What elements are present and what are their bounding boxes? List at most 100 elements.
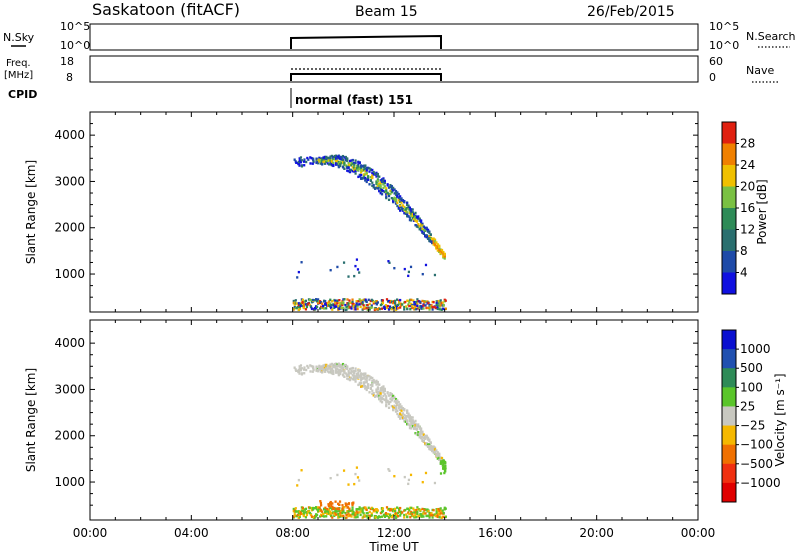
data-cell (344, 303, 347, 307)
data-cell (295, 302, 298, 305)
data-cell (336, 157, 339, 160)
colorbar-segment (722, 387, 736, 407)
data-cell (428, 447, 431, 451)
data-cell (330, 303, 333, 307)
data-cell (436, 451, 439, 454)
data-cell (385, 306, 389, 309)
data-cell (312, 158, 315, 161)
data-cell (338, 301, 341, 305)
data-cell (411, 217, 414, 220)
data-cell (302, 511, 305, 514)
freq-panel-frame (89, 55, 699, 83)
data-cell (429, 514, 432, 517)
data-cell (356, 307, 359, 311)
data-cell (300, 261, 303, 264)
data-cell (364, 298, 367, 301)
x-tick-label: 12:00 (377, 526, 412, 540)
data-cell (354, 264, 357, 268)
data-cell (361, 168, 364, 172)
data-cell (406, 202, 409, 205)
velocity-ylabel: Slant Range [km] (24, 368, 38, 472)
data-cell (343, 298, 346, 301)
power-ylabel: Slant Range [km] (24, 160, 38, 264)
data-cell (303, 164, 306, 167)
data-cell (298, 157, 301, 160)
data-cell (444, 307, 447, 310)
data-cell (333, 155, 336, 158)
data-cell (411, 513, 414, 516)
data-cell (420, 515, 423, 518)
data-cell (403, 305, 406, 309)
data-cell (422, 440, 425, 443)
data-cell (435, 511, 438, 515)
data-cell (369, 175, 373, 179)
data-cell (351, 367, 354, 370)
data-cell (416, 512, 419, 516)
data-cell (351, 503, 354, 507)
data-cell (438, 513, 441, 516)
data-cell (413, 427, 416, 430)
data-cell (399, 412, 402, 416)
data-cell (390, 395, 393, 399)
data-cell (397, 514, 400, 518)
data-cell (339, 155, 342, 159)
data-cell (403, 475, 406, 479)
data-cell (397, 400, 400, 404)
data-cell (408, 420, 412, 423)
data-cell (334, 500, 337, 503)
data-cell (323, 363, 327, 367)
data-cell (385, 190, 388, 194)
data-cell (367, 178, 370, 181)
data-cell (380, 396, 384, 400)
data-cell (346, 506, 350, 509)
data-cell (376, 175, 379, 178)
data-cell (333, 158, 336, 161)
data-cell (337, 370, 340, 373)
data-cell (435, 302, 438, 305)
data-cell (364, 375, 367, 378)
data-cell (360, 166, 363, 170)
colorbar-tick-label: 8 (740, 244, 748, 258)
data-cell (323, 370, 327, 373)
data-cell (401, 407, 405, 410)
data-cell (431, 237, 434, 240)
data-cell (438, 301, 441, 304)
data-cell (347, 169, 350, 173)
data-cell (409, 473, 413, 477)
data-cell (346, 374, 349, 378)
data-cell (424, 304, 427, 307)
data-cell (389, 397, 392, 400)
data-cell (425, 235, 428, 239)
data-cell (302, 513, 305, 516)
colorbar-segment (722, 251, 736, 273)
data-cell (293, 303, 296, 306)
data-cell (350, 168, 353, 172)
data-cell (425, 234, 428, 237)
data-cell (340, 509, 343, 513)
data-cell (438, 509, 441, 512)
colorbar-segment (722, 143, 736, 166)
data-cell (429, 238, 432, 242)
data-cell (433, 481, 437, 485)
data-cell (334, 154, 338, 157)
x-tick-label: 16:00 (478, 526, 513, 540)
data-cell (344, 363, 347, 367)
data-cell (426, 436, 430, 440)
data-cell (430, 512, 433, 515)
data-cell (343, 156, 346, 159)
data-cell (302, 160, 306, 163)
data-cell (387, 394, 391, 397)
data-cell (413, 426, 416, 429)
data-cell (394, 510, 397, 513)
data-cell (324, 508, 327, 511)
data-cell (375, 182, 378, 186)
data-cell (430, 304, 433, 307)
data-cell (302, 514, 305, 518)
data-cell (439, 249, 442, 252)
data-cell (408, 301, 411, 304)
data-cell (380, 193, 384, 196)
data-cell (362, 168, 366, 171)
data-cell (413, 508, 416, 512)
cpid-label: CPID (8, 88, 37, 101)
data-cell (367, 384, 370, 388)
